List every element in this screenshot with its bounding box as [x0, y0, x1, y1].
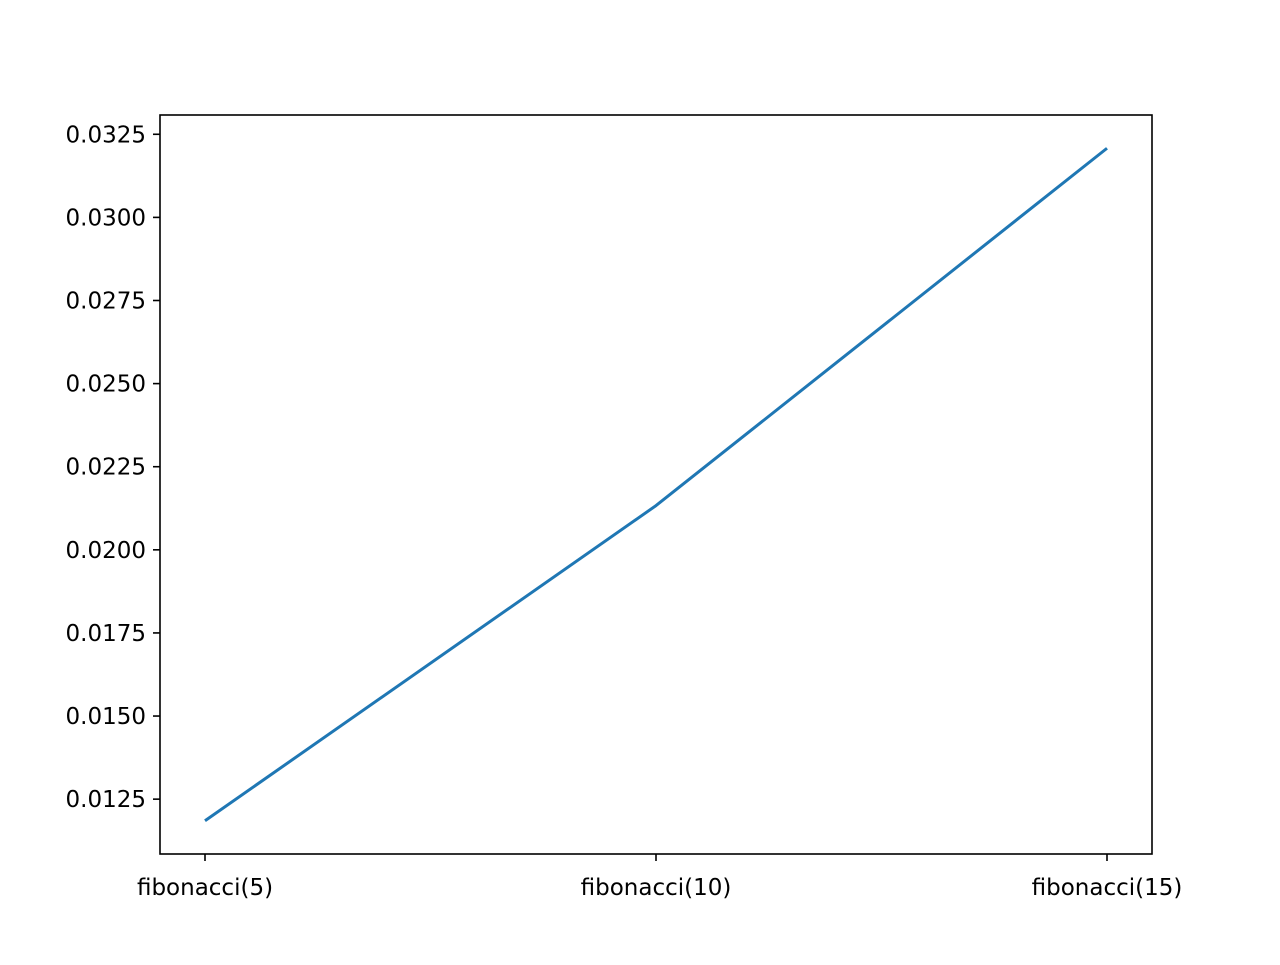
y-tick-label: 0.0300 [66, 205, 146, 231]
series-line [204, 147, 1108, 822]
y-tick-label: 0.0150 [66, 704, 146, 730]
y-axis: 0.0125 0.0150 0.0175 0.0200 0.0225 0.0250 0.02… [66, 122, 160, 813]
x-tick-label: fibonacci(10) [581, 875, 732, 901]
y-tick-label: 0.0200 [66, 538, 146, 564]
y-tick-label: 0.0225 [66, 455, 146, 481]
y-tick-label: 0.0275 [66, 288, 146, 314]
y-tick-label: 0.0325 [66, 122, 146, 148]
x-tick-label: fibonacci(15) [1032, 875, 1183, 901]
x-axis: fibonacci(5) fibonacci(10) fibonacci(15) [137, 854, 1182, 901]
plot-area-frame [159, 114, 1153, 855]
plot-series [204, 147, 1108, 822]
y-tick-label: 0.0125 [66, 787, 146, 813]
y-tick-label: 0.0250 [66, 372, 146, 398]
x-tick-label: fibonacci(5) [137, 875, 273, 901]
y-tick-label: 0.0175 [66, 621, 146, 647]
